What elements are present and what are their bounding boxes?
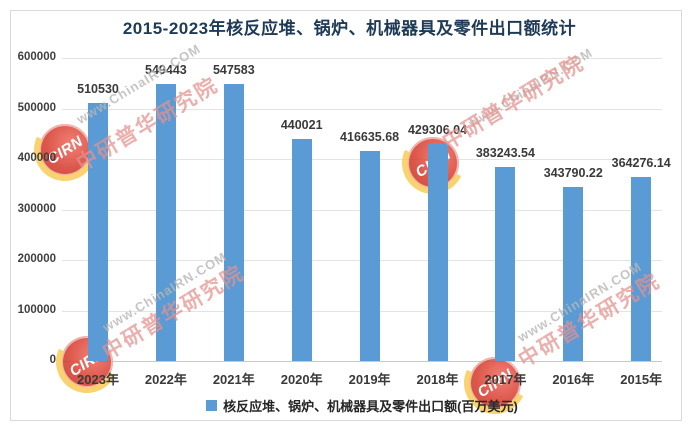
y-axis-tick-label: 500000 (17, 101, 56, 114)
bar-value-label: 343790.22 (543, 166, 603, 181)
legend-label: 核反应堆、锅炉、机械器具及零件出口额(百万美元) (223, 399, 518, 414)
bar-value-label: 364276.14 (611, 156, 671, 171)
bar-value-label: 510530 (77, 82, 119, 97)
bar (631, 177, 652, 361)
x-axis-line (62, 361, 662, 362)
bar (359, 150, 380, 361)
bar (155, 83, 176, 361)
x-axis-category-label: 2019年 (348, 372, 391, 387)
x-axis-category-label: 2018年 (416, 372, 459, 387)
y-axis-tick-label: 600000 (17, 51, 56, 63)
legend: 核反应堆、锅炉、机械器具及零件出口额(百万美元) (62, 396, 662, 415)
bar-value-label: 547583 (212, 63, 255, 78)
bar (563, 187, 584, 361)
gridline (62, 58, 662, 59)
bar-value-label: 440021 (280, 117, 323, 132)
y-axis-tick-label: 0 (49, 354, 56, 366)
x-axis-category-label: 2021年 (212, 372, 255, 387)
bar-value-label: 429306.04 (407, 123, 468, 138)
bar-value-label: 383243.54 (475, 146, 535, 161)
bar (427, 144, 448, 361)
legend-swatch (206, 400, 218, 411)
bar (223, 84, 244, 361)
x-axis-category-label: 2016年 (552, 372, 595, 387)
chart-title: 2015-2023年核反应堆、锅炉、机械器具及零件出口额统计 (122, 19, 577, 38)
x-axis-category-label: 2023年 (77, 372, 119, 387)
y-axis-tick-label: 300000 (17, 202, 56, 215)
bar-value-label: 416635.68 (340, 129, 400, 144)
chart-border (10, 10, 682, 421)
x-axis-category-label: 2017年 (484, 372, 527, 387)
x-axis-category-label: 2022年 (144, 372, 187, 387)
x-axis-category-label: 2015年 (620, 372, 663, 387)
gridline (62, 108, 662, 110)
bar (495, 167, 516, 361)
bar (88, 103, 108, 361)
y-axis-tick-label: 200000 (17, 253, 56, 265)
bar (291, 138, 312, 361)
x-axis-category-label: 2020年 (280, 372, 323, 387)
bar-value-label: 549443 (145, 62, 187, 77)
y-axis-tick-label: 400000 (17, 152, 56, 164)
y-axis-tick-label: 100000 (17, 303, 56, 316)
